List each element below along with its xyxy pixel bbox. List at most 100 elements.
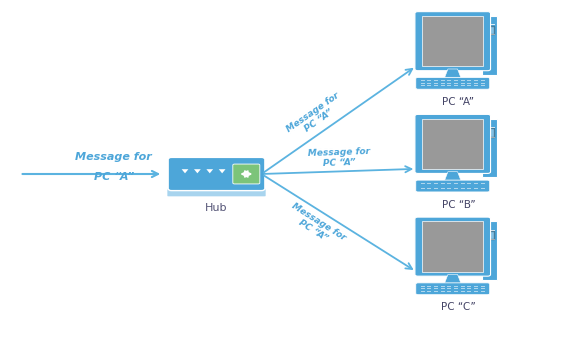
Polygon shape [444,172,461,182]
Bar [467,183,471,184]
Bar [448,85,452,86]
Bar [441,83,445,84]
FancyBboxPatch shape [482,221,497,280]
Bar [454,85,458,86]
Bar [427,80,431,81]
FancyBboxPatch shape [415,114,491,173]
Bar [467,288,471,289]
Bar [461,83,465,84]
FancyBboxPatch shape [167,189,266,197]
Bar [467,185,471,187]
FancyBboxPatch shape [485,26,494,34]
Bar [461,85,465,86]
Bar [441,185,445,187]
Bar [467,85,471,86]
FancyBboxPatch shape [415,11,491,71]
Bar [461,183,465,184]
Bar [441,80,445,81]
Bar [421,288,425,289]
Bar [441,291,445,292]
Bar [481,188,485,189]
FancyBboxPatch shape [416,283,490,295]
Bar [434,85,438,86]
Bar [474,188,478,189]
Bar [481,288,485,289]
Bar [421,80,425,81]
Bar [448,291,452,292]
FancyBboxPatch shape [422,16,483,66]
Bar [467,291,471,292]
Bar [448,80,452,81]
Bar [461,291,465,292]
Bar [481,291,485,292]
FancyBboxPatch shape [485,231,494,239]
Bar [434,80,438,81]
Text: Message for
PC “A”: Message for PC “A” [285,91,348,142]
Bar [421,185,425,187]
Bar [448,286,452,287]
Text: Message for
PC “A”: Message for PC “A” [307,147,370,168]
Bar [461,286,465,287]
Bar [427,85,431,86]
Bar [421,286,425,287]
Bar [474,185,478,187]
Bar [434,288,438,289]
Bar [474,80,478,81]
Bar [427,286,431,287]
Bar [448,83,452,84]
Bar [441,188,445,189]
Bar [467,188,471,189]
Bar [454,80,458,81]
Polygon shape [194,169,201,173]
Polygon shape [444,69,461,79]
Bar [461,288,465,289]
FancyBboxPatch shape [422,119,483,169]
Text: PC “C”: PC “C” [441,302,476,313]
Bar [481,183,485,184]
Bar [454,286,458,287]
Bar [427,288,431,289]
Bar [461,188,465,189]
FancyBboxPatch shape [422,221,483,272]
Bar [434,286,438,287]
Bar [427,185,431,187]
Bar [448,188,452,189]
Bar [448,288,452,289]
FancyBboxPatch shape [485,128,494,136]
FancyBboxPatch shape [416,77,490,89]
Bar [427,188,431,189]
Bar [434,188,438,189]
Bar [474,85,478,86]
Bar [434,291,438,292]
Bar [454,288,458,289]
Bar [441,85,445,86]
Bar [441,288,445,289]
Bar [421,188,425,189]
Bar [481,286,485,287]
Bar [461,185,465,187]
Bar [454,291,458,292]
Bar [454,185,458,187]
Bar [434,185,438,187]
Text: Message for: Message for [76,152,152,162]
Text: PC “A”: PC “A” [94,172,134,182]
Bar [467,80,471,81]
Polygon shape [206,169,213,173]
Bar [474,291,478,292]
Bar [481,80,485,81]
Bar [474,83,478,84]
Text: Message for
PC “A”: Message for PC “A” [285,201,348,251]
Bar [421,183,425,184]
Text: Hub: Hub [205,203,228,213]
Text: PC “A”: PC “A” [442,97,474,107]
Bar [474,286,478,287]
Polygon shape [219,169,225,173]
FancyBboxPatch shape [482,119,497,177]
Bar [454,183,458,184]
Bar [467,83,471,84]
Bar [427,83,431,84]
Bar [421,291,425,292]
Bar [481,83,485,84]
Bar [434,83,438,84]
Bar [448,185,452,187]
